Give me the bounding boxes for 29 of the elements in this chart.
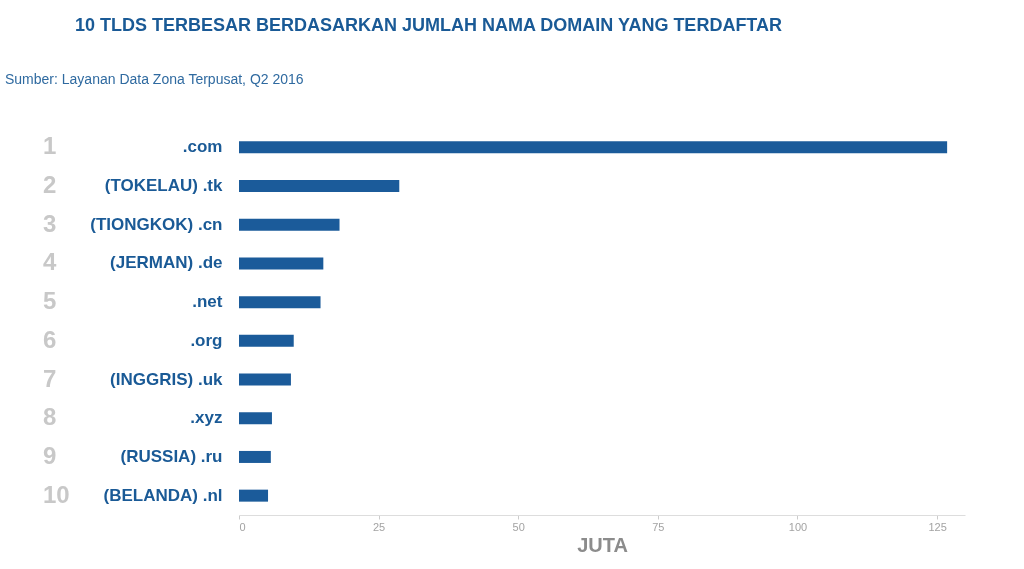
text: Sumber: Layanan Data Zona Terpusat, Q2 2016 (5, 71, 304, 87)
bar (239, 373, 291, 386)
bar (239, 450, 271, 463)
bar (239, 412, 272, 425)
bar (239, 257, 324, 270)
bar (239, 218, 340, 231)
y-tick-label: (RUSSIA) .ru (120, 446, 223, 466)
x-tick-label: 100 (788, 520, 808, 533)
x-tick-label: 25 (372, 520, 386, 533)
y-tick-label: (INGGRIS) .uk (110, 369, 224, 389)
bar (239, 141, 948, 154)
y-tick-label: (JERMAN) .de (110, 253, 223, 273)
x-axis-title: JUTA (577, 533, 628, 556)
y-tick-label: .com (182, 137, 223, 157)
x-tick-label: 50 (512, 520, 525, 533)
y-tick-label: (BELANDA) .nl (103, 485, 223, 505)
bar (239, 296, 321, 309)
chart-title: 10 TLDS TERBESAR BERDASARKAN JUMLAH NAMA DOMAIN YANG TERDAFTAR (75, 15, 783, 35)
bar (239, 489, 269, 502)
x-tick-label: 125 (928, 520, 947, 533)
y-tick-label: (TOKELAU) .tk (104, 176, 224, 196)
y-tick-label: .org (190, 330, 223, 350)
x-tick-label: 0 (239, 520, 246, 533)
x-tick-label: 75 (652, 520, 665, 533)
y-tick-label: .net (192, 292, 223, 312)
bar (239, 180, 400, 193)
y-tick-label: (TIONGKOK) .cn (90, 214, 223, 234)
y-tick-label: .xyz (190, 408, 223, 428)
bar (239, 334, 294, 347)
